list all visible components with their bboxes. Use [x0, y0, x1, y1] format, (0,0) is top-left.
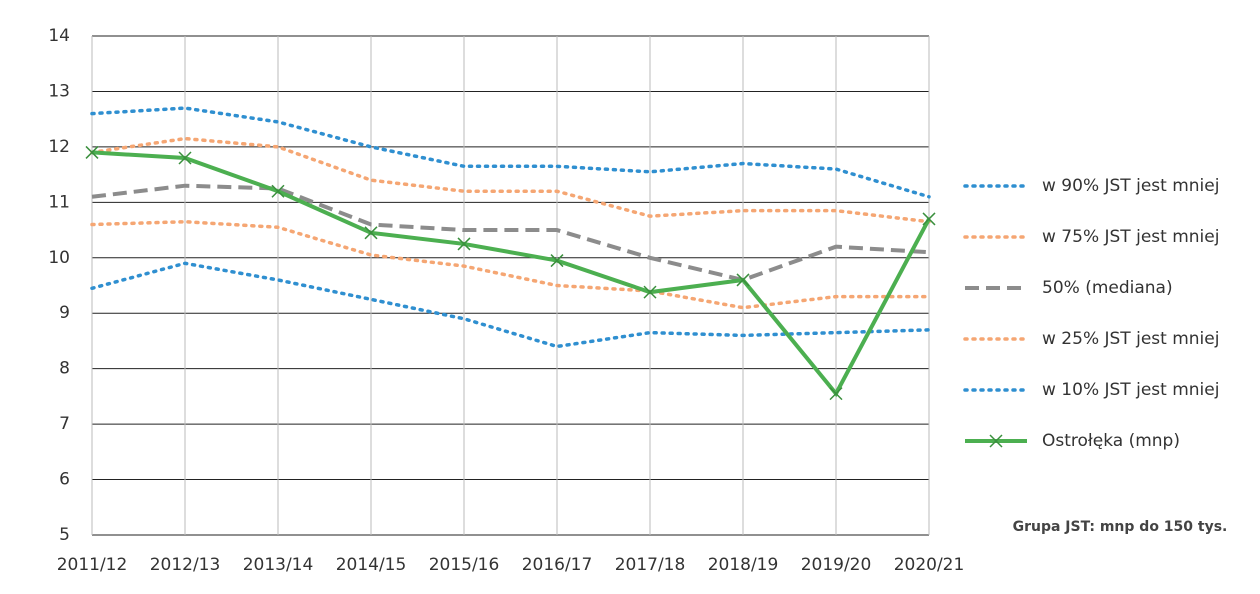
marker: [364, 226, 378, 240]
x-tick-label: 2019/20: [801, 555, 872, 575]
marker: [457, 237, 471, 251]
series-line: [91, 150, 931, 398]
marker: [989, 434, 1003, 448]
legend-label: w 25% JST jest mniej: [1042, 329, 1219, 349]
legend-label: Ostrołęka (mnp): [1042, 431, 1180, 451]
legend-label: w 90% JST jest mniej: [1042, 176, 1219, 196]
series-line: [90, 136, 931, 224]
marker: [736, 273, 750, 287]
y-tick-label: 13: [48, 81, 70, 101]
marker: [922, 212, 936, 226]
x-tick-label: 2012/13: [150, 555, 221, 575]
y-tick-label: 5: [59, 525, 70, 545]
x-tick-label: 2011/12: [57, 555, 128, 575]
x-tick-label: 2016/17: [522, 555, 593, 575]
legend-label: 50% (mediana): [1042, 278, 1173, 298]
y-tick-label: 9: [59, 303, 70, 323]
marker: [829, 387, 843, 401]
x-tick-label: 2017/18: [615, 555, 686, 575]
y-tick-label: 11: [48, 192, 70, 212]
x-tick-label: 2015/16: [429, 555, 500, 575]
x-tick-label: 2013/14: [243, 555, 314, 575]
x-tick-label: 2020/21: [894, 555, 965, 575]
marker: [643, 285, 657, 299]
x-tick-label: 2014/15: [336, 555, 407, 575]
legend-label: w 10% JST jest mniej: [1042, 380, 1219, 400]
series-line: [90, 106, 931, 199]
series-line: [91, 183, 930, 283]
y-tick-label: 10: [48, 248, 70, 268]
y-tick-label: 8: [59, 359, 70, 379]
y-tick-label: 6: [59, 470, 70, 490]
marker: [85, 145, 99, 159]
series-line: [90, 219, 931, 310]
y-tick-label: 12: [48, 137, 70, 157]
annotation: Grupa JST: mnp do 150 tys.: [1013, 519, 1228, 535]
x-tick-label: 2018/19: [708, 555, 779, 575]
marker: [271, 184, 285, 198]
y-tick-label: 14: [48, 26, 70, 46]
marker: [550, 254, 564, 268]
legend-label: w 75% JST jest mniej: [1042, 227, 1219, 247]
marker: [178, 151, 192, 165]
y-tick-label: 7: [59, 414, 70, 434]
